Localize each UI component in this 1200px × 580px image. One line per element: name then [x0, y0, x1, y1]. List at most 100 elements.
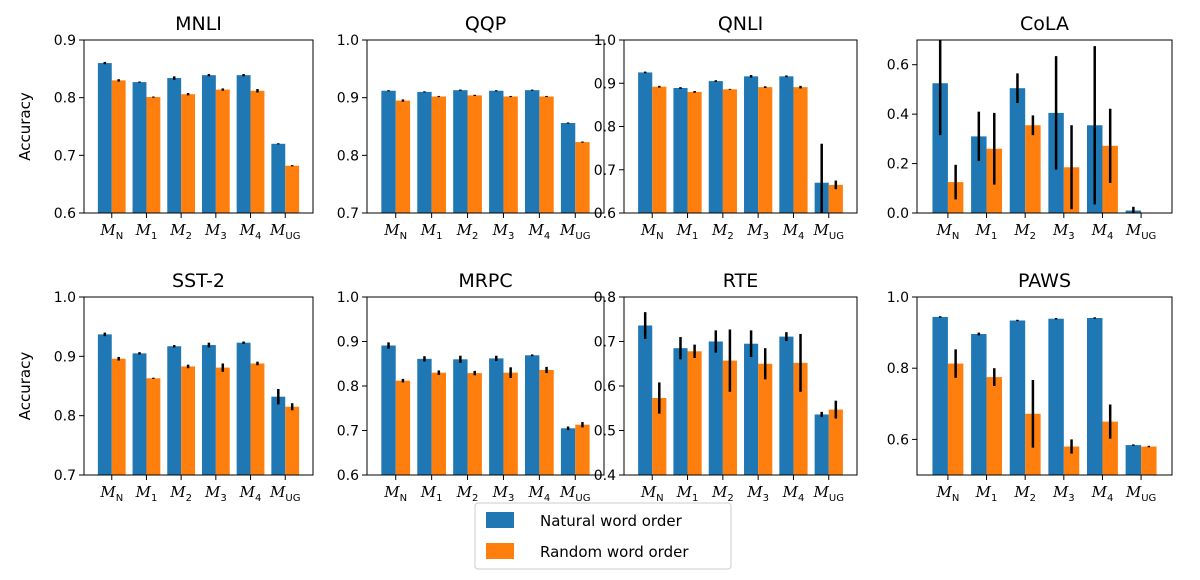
x-tick-label: M1: [676, 221, 699, 242]
x-tick-label: M3: [492, 221, 515, 242]
x-tick-label: M2: [1013, 483, 1036, 504]
bar-natural: [132, 82, 147, 213]
bar-random: [146, 378, 161, 475]
x-tick-label: MUG: [559, 483, 590, 504]
bar-random: [722, 89, 737, 213]
y-tick-label: 0.7: [54, 148, 76, 164]
bar-random: [181, 366, 196, 475]
bar-random: [687, 351, 702, 475]
bar-natural: [453, 359, 468, 475]
bar-natural: [814, 414, 829, 475]
panel-title: MRPC: [458, 270, 512, 292]
x-tick-label: MUG: [1125, 221, 1156, 242]
bar-natural: [453, 90, 468, 213]
bar-random: [947, 363, 964, 475]
bar-random: [467, 373, 482, 475]
panel-title: SST-2: [172, 270, 225, 292]
y-tick-label: 0.4: [887, 107, 909, 123]
y-tick-label: 0.4: [594, 468, 616, 484]
bar-random: [652, 86, 667, 213]
panel-cola: CoLA 0.0 0.2 0.4 0.6 MN M1 M2 M3 M4 MUG: [887, 13, 1173, 242]
bar-random: [687, 91, 702, 213]
x-tick-label: M2: [169, 221, 192, 242]
y-tick-label: 0.8: [594, 120, 616, 136]
y-tick-label: 0.6: [887, 58, 909, 74]
x-tick-label: MUG: [813, 221, 844, 242]
bar-natural: [744, 343, 759, 475]
bar-random: [575, 424, 590, 475]
bar-random: [758, 363, 773, 475]
bar-natural: [132, 353, 147, 475]
y-tick-label: 0.2: [887, 157, 909, 173]
bar-random: [793, 87, 808, 213]
bar-natural: [97, 63, 112, 213]
y-tick-label: 0.8: [54, 91, 76, 107]
y-axis-label: Accuracy: [16, 352, 34, 421]
x-tick-label: MUG: [559, 221, 590, 242]
x-tick-label: M2: [456, 483, 479, 504]
x-tick-label: MUG: [269, 221, 300, 242]
bar-random: [1141, 446, 1157, 475]
panel-qqp: QQP 0.7 0.8 0.9 1.0 MN M1 M2 M3 M4 MUG: [337, 13, 605, 242]
y-tick-label: 1.0: [54, 290, 76, 306]
panel-mnli: MNLI 0.6 0.7 0.8 0.9 MN M1 M2 M3 M4 MUG Accuracy: [16, 13, 314, 242]
bar-random: [1025, 125, 1041, 213]
bar-random: [575, 142, 590, 213]
bar-natural: [167, 346, 182, 475]
x-tick-label: M2: [711, 483, 734, 504]
y-tick-label: 0.6: [594, 206, 616, 222]
bar-natural: [560, 428, 576, 475]
bar-natural: [1009, 320, 1026, 475]
x-tick-label: MN: [640, 221, 664, 242]
bar-random: [539, 96, 554, 213]
y-tick-label: 0.6: [594, 379, 616, 395]
x-tick-label: MN: [935, 483, 959, 504]
y-axis-label: Accuracy: [16, 92, 34, 161]
bar-natural: [1125, 445, 1142, 475]
bar-random: [111, 80, 126, 213]
x-tick-label: M2: [169, 483, 192, 504]
x-tick-label: M1: [420, 221, 443, 242]
y-tick-label: 0.9: [54, 33, 76, 49]
panel-title: RTE: [723, 270, 758, 292]
bar-random: [285, 165, 300, 213]
legend: Natural word order Random word order: [474, 502, 732, 570]
plot-frame: [83, 296, 314, 476]
bar-natural: [638, 325, 653, 475]
bar-natural: [1087, 318, 1103, 475]
legend-swatch-random: [486, 543, 514, 559]
bar-natural: [708, 81, 723, 214]
y-tick-label: 0.8: [337, 148, 359, 164]
panel-title: QNLI: [718, 13, 763, 35]
bar-natural: [932, 316, 948, 475]
x-tick-label: M1: [676, 483, 699, 504]
y-tick-label: 0.7: [337, 424, 359, 440]
x-tick-label: M2: [711, 221, 734, 242]
panel-title: MNLI: [175, 13, 222, 35]
bar-natural: [971, 334, 987, 475]
x-tick-label: MN: [640, 483, 664, 504]
bar-natural: [201, 75, 216, 213]
bar-natural: [271, 143, 286, 213]
bar-natural: [201, 345, 216, 475]
x-tick-label: M3: [746, 483, 769, 504]
bar-natural: [779, 76, 794, 213]
x-tick-label: M3: [1052, 221, 1075, 242]
x-tick-label: M1: [975, 483, 998, 504]
bar-natural: [744, 76, 759, 213]
x-tick-label: MN: [383, 483, 407, 504]
x-tick-label: M4: [527, 221, 550, 242]
y-tick-label: 0.8: [337, 379, 359, 395]
y-tick-label: 0.9: [337, 335, 359, 351]
x-tick-label: M3: [204, 483, 227, 504]
panel-qnli: QNLI 0.6 0.7 0.8 0.9 1.0 MN M1 M2 M3 M4 MUG: [594, 13, 858, 242]
x-tick-label: MUG: [813, 483, 844, 504]
x-tick-label: M3: [492, 483, 515, 504]
y-tick-label: 0.6: [54, 206, 76, 222]
bar-random: [986, 377, 1002, 475]
x-tick-label: M1: [975, 221, 998, 242]
y-tick-label: 0.5: [594, 424, 616, 440]
bar-random: [285, 406, 300, 475]
bar-random: [250, 90, 265, 213]
bar-natural: [489, 358, 504, 475]
